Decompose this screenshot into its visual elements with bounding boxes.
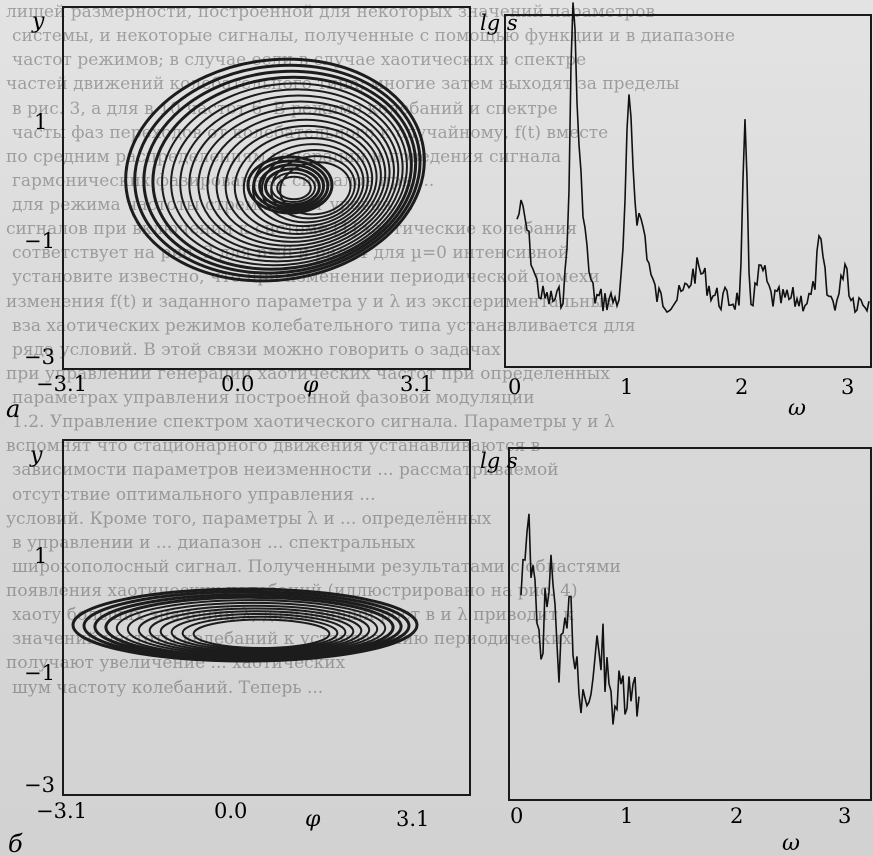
panel-a-phase-frame xyxy=(62,6,471,370)
panel-a-orbit xyxy=(161,82,408,267)
panel-a-attractor xyxy=(124,57,426,283)
panel-a-inner-orbit xyxy=(276,175,312,201)
panel-a-spectrum-xtick-1: 1 xyxy=(620,375,633,399)
panel-a-spectrum-line xyxy=(516,2,870,314)
panel-a-phase-xlabel: φ xyxy=(303,373,319,398)
panel-a-phase-xtick-2: 0.0 xyxy=(221,372,254,396)
panel-b-spectrum-xtick-3: 3 xyxy=(838,804,851,828)
panel-b-phase-ytick-2: −1 xyxy=(24,661,55,685)
panel-b-phase-ytick-1: 1 xyxy=(34,544,47,568)
panel-a-orbit xyxy=(251,143,365,228)
panel-a-spectrum-frame xyxy=(504,14,872,368)
panel-b-phase-xlabel: φ xyxy=(305,807,321,832)
panel-b-spectrum-xlabel: ω xyxy=(782,831,800,856)
panel-b-orbit xyxy=(159,610,355,653)
panel-b-orbit xyxy=(115,599,387,658)
panel-a-orbit xyxy=(133,63,422,279)
panel-b-orbit xyxy=(148,607,363,654)
panel-b-phase-xtick-1: −3.1 xyxy=(36,799,87,823)
panel-a-orbit xyxy=(142,69,418,275)
panel-a-inner-orbit xyxy=(264,167,321,207)
panel-a-letter: а xyxy=(6,395,20,423)
panel-a-spectrum-ylabel: lg s xyxy=(480,11,518,35)
panel-a-orbit xyxy=(197,106,391,251)
panel-a-phase-ytick-3: −3 xyxy=(24,345,55,369)
panel-b-phase-xtick-3: 3.1 xyxy=(396,807,429,831)
panel-a-orbit xyxy=(215,118,382,243)
panel-b-spectrum-ylabel: lg s xyxy=(480,449,518,473)
panel-b-orbit xyxy=(104,595,395,660)
panel-a-spectrum-xtick-0: 0 xyxy=(508,375,521,399)
panel-a-phase-ytick-2: −1 xyxy=(24,229,55,253)
panel-a-spectrum-xtick-2: 2 xyxy=(735,375,748,399)
panel-a: y 1 −1 −3 −3.1 0.0 3.1 φ а lg s 0 1 2 3 … xyxy=(6,2,872,423)
panel-b-orbit xyxy=(192,618,331,649)
panel-a-orbit xyxy=(179,94,400,259)
panel-b-letter: б xyxy=(8,830,23,856)
panel-b-attractor xyxy=(71,587,419,663)
panel-b-orbit xyxy=(137,604,371,655)
panel-a-phase-ytick-1: 1 xyxy=(34,110,47,134)
panel-b-spectrum-xtick-0: 0 xyxy=(510,804,523,828)
panel-b-phase-frame xyxy=(62,439,471,796)
panel-b-spectrum-frame xyxy=(508,447,872,801)
panel-a-orbit xyxy=(124,57,426,283)
panel-a-orbit xyxy=(242,136,369,232)
panel-b: y 1 −1 −3 −3.1 0.0 3.1 φ б lg s 0 1 2 3 … xyxy=(8,439,872,856)
panel-b-spectrum-xtick-1: 1 xyxy=(620,804,633,828)
panel-a-phase-xtick-1: −3.1 xyxy=(36,372,87,396)
panel-a-orbit xyxy=(224,124,378,239)
panel-a-orbit xyxy=(151,75,413,271)
panel-a-orbit xyxy=(170,88,404,263)
panel-b-orbit xyxy=(170,613,347,652)
panel-b-phase-ylabel: y xyxy=(29,443,43,468)
panel-a-spectrum-xlabel: ω xyxy=(788,396,806,421)
panel-b-spectrum-line xyxy=(520,513,640,725)
panel-a-spectrum-xtick-3: 3 xyxy=(841,375,854,399)
panel-a-inner-orbit xyxy=(252,159,330,212)
panel-b-orbit xyxy=(181,615,339,651)
panel-b-spectrum-xtick-2: 2 xyxy=(730,804,743,828)
panel-a-orbit xyxy=(233,130,374,235)
panel-a-inner-orbit xyxy=(270,171,317,203)
panel-b-orbit xyxy=(126,601,379,657)
panel-a-orbit xyxy=(206,112,387,247)
panel-a-orbit xyxy=(188,100,395,255)
panel-a-inner-orbit xyxy=(258,163,326,209)
panel-a-phase-xtick-3: 3.1 xyxy=(400,372,433,396)
panel-b-phase-ytick-3: −3 xyxy=(24,773,55,797)
panel-a-phase-ylabel: y xyxy=(31,9,45,34)
panel-a-inner-orbit xyxy=(246,155,334,215)
panel-a-orbit xyxy=(270,155,356,220)
panel-b-phase-xtick-2: 0.0 xyxy=(214,799,247,823)
